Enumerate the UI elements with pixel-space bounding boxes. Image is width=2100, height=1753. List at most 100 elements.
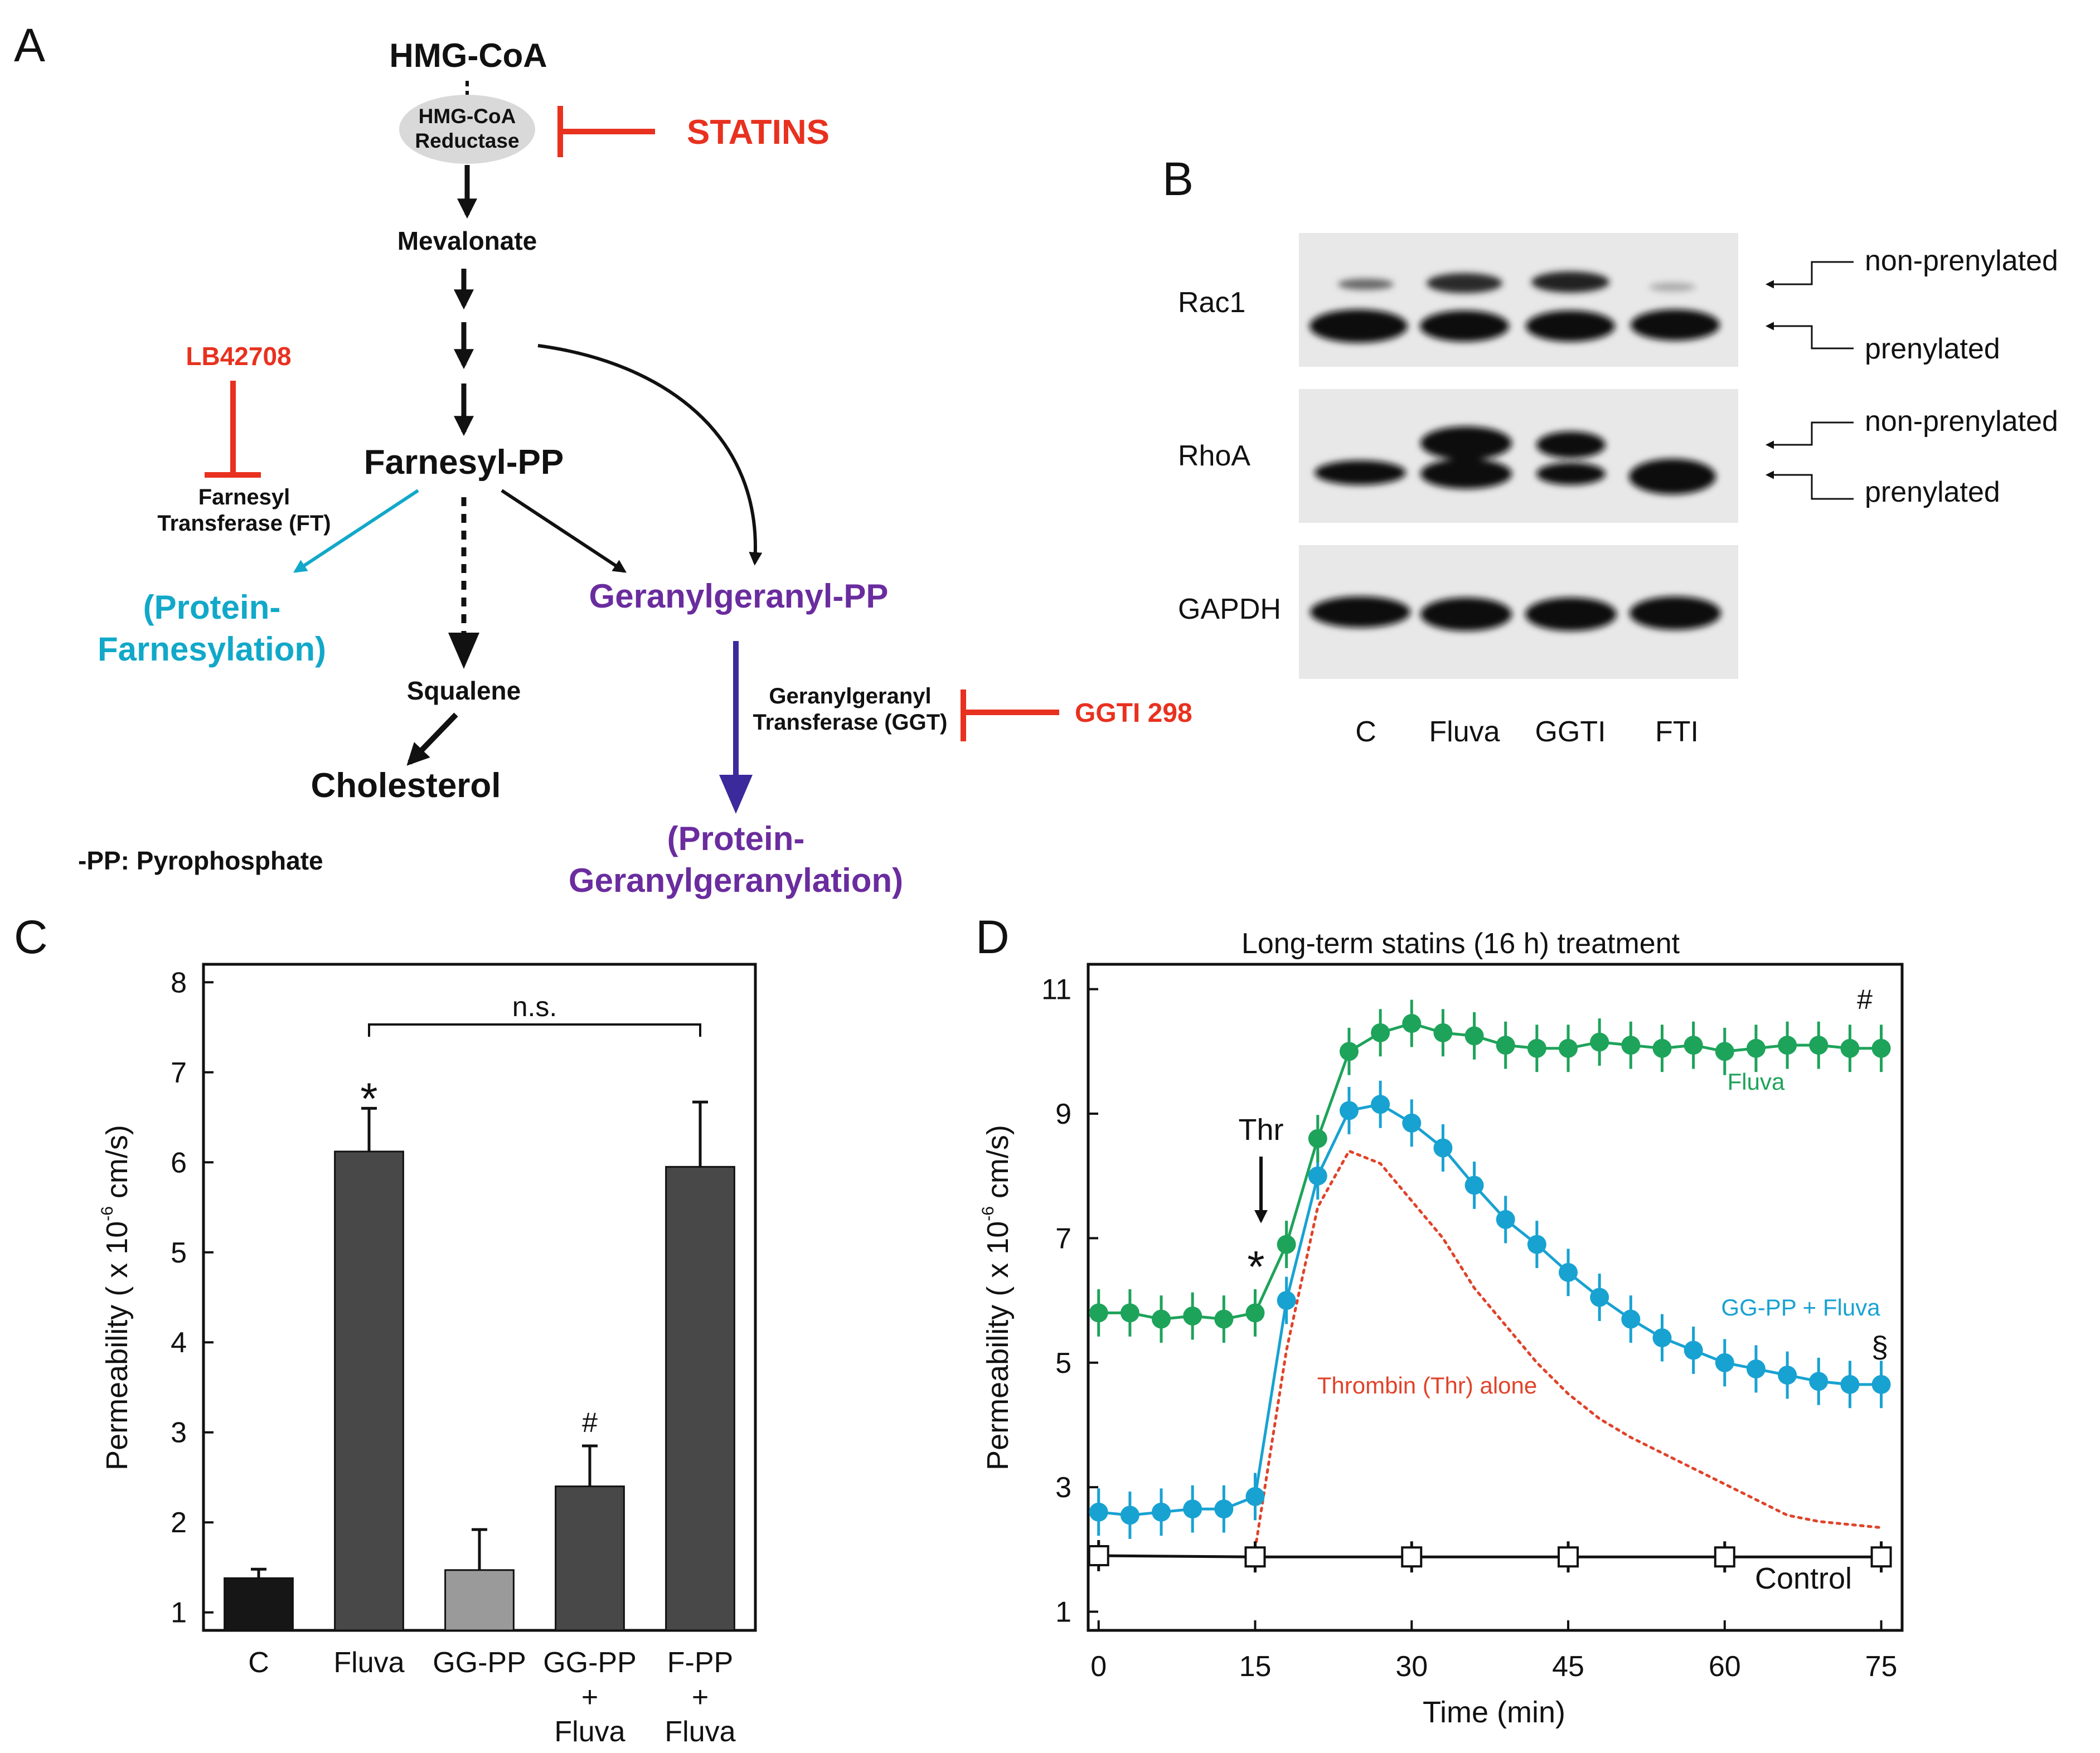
point-fluva bbox=[1840, 1038, 1860, 1058]
point-gg-pp-fluva bbox=[1746, 1359, 1766, 1378]
chart-c-x-tick-label: Fluva bbox=[665, 1716, 735, 1748]
ggti-298-label: GGTI 298 bbox=[1075, 698, 1192, 728]
chart-d-x-tick-label: 15 bbox=[1239, 1650, 1272, 1683]
point-control bbox=[1714, 1546, 1735, 1568]
panel-c-letter: C bbox=[14, 911, 48, 963]
series-label-thrombin: Thrombin (Thr) alone bbox=[1317, 1372, 1537, 1398]
chart-d-series bbox=[1088, 999, 1892, 1573]
point-fluva bbox=[1652, 1038, 1672, 1058]
point-gg-pp-fluva bbox=[1245, 1487, 1265, 1506]
chart-c-y-axis-title: Permeability ( x 10-6 cm/s) bbox=[98, 1125, 134, 1470]
rac1-band-prenylated-ggti bbox=[1526, 310, 1615, 342]
chart-c-bar bbox=[444, 1569, 515, 1631]
point-fluva bbox=[1089, 1303, 1108, 1323]
point-gg-pp-fluva bbox=[1214, 1499, 1234, 1519]
ns-label: n.s. bbox=[512, 991, 557, 1022]
chart-c-y-tick-label: 7 bbox=[171, 1057, 187, 1089]
point-gg-pp-fluva bbox=[1778, 1366, 1797, 1385]
panel-d-letter: D bbox=[976, 911, 1010, 963]
series-line-fluva bbox=[1098, 1022, 1881, 1321]
chart-c-x-tick-label: Fluva bbox=[333, 1647, 404, 1679]
rhoa-label-nonprenylated: non-prenylated bbox=[1865, 405, 2058, 438]
thr-star: * bbox=[1247, 1242, 1264, 1291]
ggpp-fluva-hash: # bbox=[582, 1407, 598, 1438]
chart-c-x-tick-label: Fluva bbox=[554, 1716, 625, 1748]
chart-d-y-axis-title-exp: -6 bbox=[979, 1206, 997, 1221]
point-fluva bbox=[1308, 1129, 1327, 1148]
chart-c-bars bbox=[224, 1100, 735, 1631]
chart-d-x-axis-title: Time (min) bbox=[1423, 1696, 1565, 1729]
chart-d-x-tick-label: 75 bbox=[1865, 1650, 1898, 1683]
point-fluva bbox=[1120, 1303, 1139, 1323]
point-gg-pp-fluva bbox=[1277, 1291, 1296, 1310]
point-gg-pp-fluva bbox=[1402, 1113, 1422, 1133]
panel-b-letter: B bbox=[1162, 153, 1194, 205]
chart-d-x-axis: 0 15 30 45 60 75 bbox=[1090, 1620, 1897, 1683]
arrow-to-protein-farnesylation bbox=[293, 489, 419, 573]
gapdh-band-fti bbox=[1629, 596, 1721, 630]
lane-label-ggti: GGTI bbox=[1535, 716, 1606, 748]
point-fluva bbox=[1433, 1023, 1453, 1042]
fluva-hash: # bbox=[1857, 984, 1873, 1015]
rac1-band-prenylated-c bbox=[1310, 309, 1408, 343]
protein-gg-line2: Geranylgeranylation) bbox=[569, 862, 903, 899]
rhoa-band-prenylated-ggti bbox=[1536, 463, 1606, 485]
point-gg-pp-fluva bbox=[1527, 1235, 1546, 1254]
lane-label-fti: FTI bbox=[1655, 716, 1699, 748]
ggt-label-line1: Geranylgeranyl bbox=[769, 684, 931, 708]
rac1-band-nonprenylated-fti bbox=[1649, 283, 1696, 292]
chart-d-y-axis-title-prefix: Permeability ( x 10 bbox=[981, 1221, 1015, 1470]
ggpp-section-mark: § bbox=[1871, 1330, 1888, 1364]
series-label-control: Control bbox=[1755, 1562, 1852, 1595]
point-fluva bbox=[1214, 1309, 1234, 1329]
chart-c-x-tick-label: C bbox=[248, 1647, 269, 1679]
lb42708-label: LB42708 bbox=[186, 342, 291, 371]
rac1-band-nonprenylated-fluva bbox=[1427, 273, 1502, 293]
rhoa-band-fti bbox=[1629, 459, 1716, 494]
pp-footnote: -PP: Pyrophosphate bbox=[78, 846, 323, 875]
point-fluva bbox=[1277, 1235, 1296, 1254]
chart-c-bar bbox=[224, 1577, 294, 1631]
point-control bbox=[1401, 1546, 1423, 1568]
arrow-to-geranylgeranyl-pp-straight bbox=[501, 489, 627, 573]
chart-d-y-tick-label: 1 bbox=[1055, 1596, 1071, 1628]
point-gg-pp-fluva bbox=[1089, 1502, 1108, 1522]
chart-c-bar bbox=[555, 1485, 625, 1631]
chart-d-y-tick-label: 5 bbox=[1055, 1347, 1071, 1380]
hmg-coa-reductase-enzyme bbox=[399, 95, 535, 164]
chart-d-y-tick-label: 3 bbox=[1055, 1472, 1071, 1504]
point-gg-pp-fluva bbox=[1183, 1499, 1202, 1519]
protein-farnesylation-line2: Farnesylation) bbox=[98, 630, 326, 668]
row-label-gapdh: GAPDH bbox=[1178, 593, 1281, 625]
protein-farnesylation-line1: (Protein- bbox=[143, 589, 281, 626]
point-control bbox=[1870, 1546, 1892, 1568]
point-fluva bbox=[1496, 1036, 1515, 1055]
rac1-band-prenylated-fti bbox=[1631, 309, 1720, 341]
rac1-label-prenylated: prenylated bbox=[1865, 333, 2000, 365]
point-gg-pp-fluva bbox=[1840, 1375, 1860, 1394]
hmg-coa-label: HMG-CoA bbox=[389, 37, 547, 74]
point-gg-pp-fluva bbox=[1684, 1341, 1703, 1360]
point-fluva bbox=[1339, 1042, 1359, 1061]
squalene-label: Squalene bbox=[407, 676, 521, 705]
gapdh-band-fluva bbox=[1420, 598, 1512, 631]
gapdh-band-ggti bbox=[1525, 598, 1617, 631]
row-label-rhoa: RhoA bbox=[1178, 440, 1250, 472]
ft-label-line1: Farnesyl bbox=[198, 485, 290, 509]
point-fluva bbox=[1152, 1309, 1171, 1329]
point-control bbox=[1558, 1546, 1579, 1568]
panel-b: B Rac1 RhoA GAPDH bbox=[1162, 153, 2058, 748]
cholesterol-label: Cholesterol bbox=[311, 766, 501, 805]
arrow-to-cholesterol bbox=[406, 712, 458, 766]
chart-c-y-tick-label: 3 bbox=[171, 1417, 187, 1449]
rac1-band-nonprenylated-c bbox=[1338, 279, 1394, 290]
rhoa-band-prenylated-fluva bbox=[1420, 459, 1512, 489]
arrow-to-protein-geranylgeranylation-head bbox=[719, 775, 753, 814]
reductase-label-line1: HMG-CoA bbox=[419, 105, 516, 128]
point-fluva bbox=[1371, 1023, 1390, 1042]
chart-c-x-tick-label: + bbox=[692, 1681, 709, 1713]
point-gg-pp-fluva bbox=[1621, 1309, 1641, 1329]
rac1-band-nonprenylated-ggti bbox=[1531, 271, 1609, 293]
chart-c-x-tick-label: + bbox=[581, 1681, 598, 1713]
panel-d: D Long-term statins (16 h) treatment 1 3 5… bbox=[976, 911, 1904, 1729]
